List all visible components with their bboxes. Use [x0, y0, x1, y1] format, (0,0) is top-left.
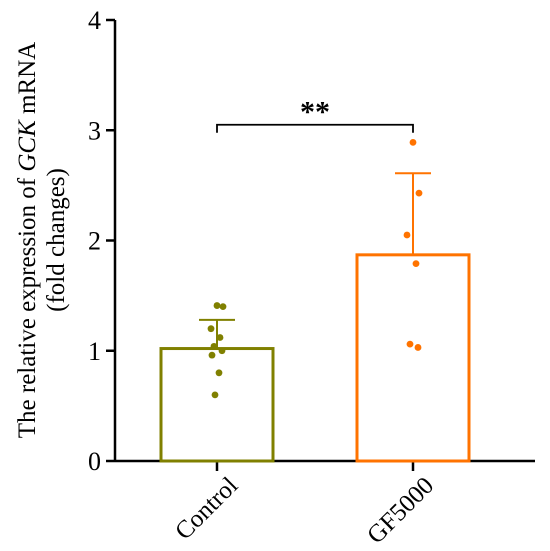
- data-point: [415, 189, 423, 197]
- y-tick-label: 0: [88, 447, 101, 476]
- data-point: [216, 334, 224, 341]
- y-tick-label: 4: [88, 6, 101, 35]
- data-point: [208, 351, 216, 359]
- data-point: [207, 325, 215, 333]
- data-point: [403, 231, 411, 239]
- data-point: [213, 302, 221, 309]
- data-point: [215, 369, 223, 377]
- bar-control: [159, 347, 275, 463]
- y-tick-label: 1: [88, 337, 101, 366]
- significance-bracket: [216, 123, 414, 133]
- y-tick-label: 3: [88, 116, 101, 145]
- significance-annotation: **: [216, 96, 414, 133]
- bar-gf5000: [355, 253, 471, 463]
- data-point: [211, 391, 219, 399]
- data-point: [218, 347, 226, 355]
- significance-label: **: [300, 96, 330, 129]
- data-point: [409, 138, 417, 146]
- y-tick-label: 2: [88, 227, 101, 256]
- y-axis-label: The relative expression of GCK mRNA (fol…: [14, 42, 70, 438]
- data-point: [406, 340, 414, 348]
- data-point: [210, 342, 218, 350]
- y-axis-label-line1: The relative expression of GCK mRNA: [14, 42, 41, 438]
- x-tick-label: GF5000: [362, 472, 439, 549]
- bars: [159, 138, 471, 463]
- data-point: [219, 303, 227, 311]
- data-point: [414, 344, 422, 351]
- x-tick-label: Control: [170, 472, 243, 545]
- y-axis-label-line2: (fold changes): [43, 168, 70, 312]
- data-point: [412, 260, 420, 268]
